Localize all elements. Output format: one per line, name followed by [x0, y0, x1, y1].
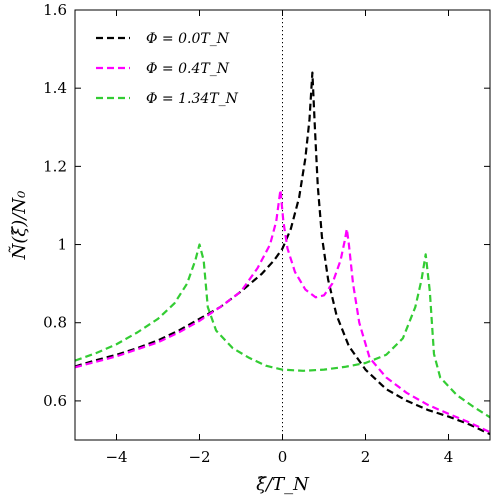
legend-label-1: Φ = 0.4T_N	[146, 61, 230, 77]
series-line-1	[75, 188, 490, 434]
legend-label-2: Φ = 1.34T_N	[146, 91, 239, 107]
x-tick-label: −4	[105, 448, 127, 466]
x-axis-label: ξ̃/T_N	[256, 474, 310, 495]
series-line-0	[75, 71, 490, 436]
y-tick-label: 1	[57, 236, 67, 254]
y-tick-label: 1.4	[43, 79, 67, 97]
plot-area	[75, 10, 490, 440]
y-tick-label: 1.2	[43, 157, 67, 175]
y-tick-label: 0.8	[43, 314, 67, 332]
x-tick-label: −2	[188, 448, 210, 466]
legend-label-0: Φ = 0.0T_N	[146, 31, 230, 47]
legend: Φ = 0.0T_N Φ = 0.4T_N Φ = 1.34T_N	[96, 31, 239, 107]
x-tick-label: 2	[361, 448, 371, 466]
x-tick-label: 0	[278, 448, 288, 466]
y-axis-label: Ñ(ξ̃)/N₀	[7, 191, 30, 261]
axes: −4 −2 0 2 4 0.6 0.8 1 1.2 1.4 1.6 ξ̃/T_N Ñ(ξ̃)/N₀	[7, 1, 491, 495]
x-tick-label: 4	[444, 448, 454, 466]
y-tick-label: 1.6	[43, 1, 67, 19]
y-tick-label: 0.6	[43, 392, 67, 410]
series-line-2	[75, 243, 490, 419]
